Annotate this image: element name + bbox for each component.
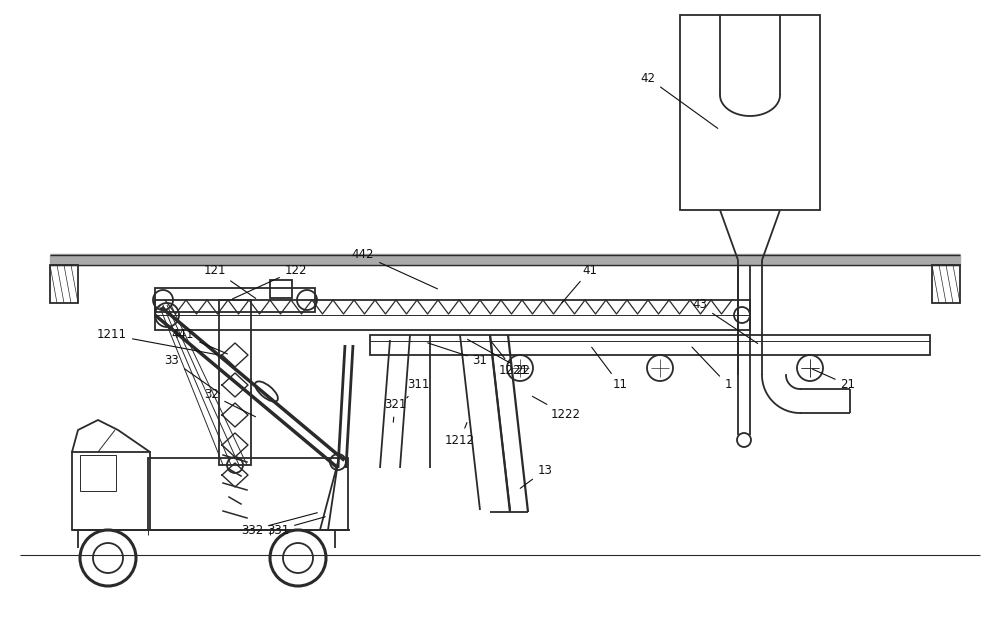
Text: 41: 41 [562, 264, 598, 303]
Text: 121: 121 [204, 264, 256, 298]
Text: 332: 332 [241, 512, 317, 536]
Text: 1212: 1212 [445, 423, 475, 447]
Text: 1222: 1222 [532, 396, 581, 421]
Text: 1211: 1211 [97, 328, 216, 354]
Bar [370, 335, 930, 355]
Bar [932, 265, 960, 303]
Text: 13: 13 [520, 463, 552, 489]
Bar [680, 15, 820, 210]
Text: 33: 33 [165, 354, 220, 393]
Text: 11: 11 [592, 347, 628, 391]
Text: 442: 442 [352, 249, 437, 289]
Bar [219, 300, 251, 465]
Bar [155, 288, 315, 312]
Text: 22: 22 [467, 339, 530, 377]
Bar [72, 452, 150, 530]
Bar [270, 280, 292, 298]
Text: 32: 32 [205, 389, 256, 417]
Bar [80, 455, 116, 491]
Text: 1: 1 [692, 347, 732, 391]
Text: 331: 331 [267, 517, 325, 536]
Text: 21: 21 [813, 369, 856, 391]
Text: 122: 122 [233, 264, 307, 299]
Text: 42: 42 [640, 72, 718, 128]
Text: 441: 441 [172, 328, 227, 354]
Text: 311: 311 [407, 379, 429, 398]
Bar [50, 265, 78, 303]
Text: 321: 321 [384, 399, 406, 422]
Bar [155, 300, 750, 330]
Bar [148, 458, 348, 530]
Text: 1221: 1221 [492, 342, 529, 377]
Text: 43: 43 [693, 298, 758, 344]
Text: 31: 31 [428, 343, 487, 367]
